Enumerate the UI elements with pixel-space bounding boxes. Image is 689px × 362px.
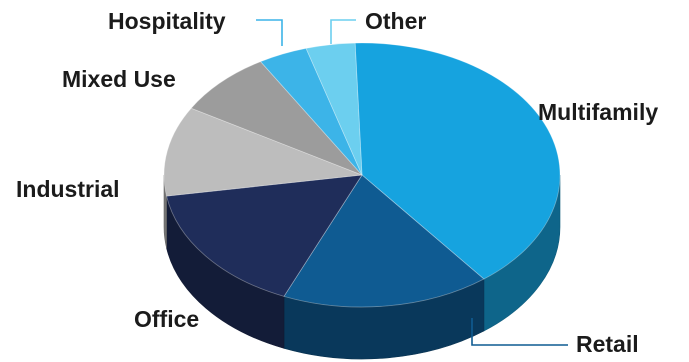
pie-slice-multifamily bbox=[354, 42, 561, 280]
slice-label-office: Office bbox=[134, 306, 199, 332]
slice-label-mixed-use: Mixed Use bbox=[62, 66, 176, 92]
pie-depth bbox=[163, 174, 561, 360]
leader-retail bbox=[471, 318, 568, 346]
label-leaders bbox=[256, 19, 568, 346]
pie-slice-office bbox=[166, 174, 363, 297]
slice-label-other: Other bbox=[365, 8, 426, 34]
pie-slice-retail bbox=[283, 174, 485, 308]
slice-label-hospitality: Hospitality bbox=[108, 8, 226, 34]
pie-slice-hospitality bbox=[259, 47, 363, 176]
slice-label-retail: Retail bbox=[576, 331, 639, 357]
slice-labels: Multifamily Retail Office Industrial Mixed U… bbox=[16, 8, 658, 357]
slice-label-multifamily: Multifamily bbox=[538, 99, 658, 125]
slice-label-industrial: Industrial bbox=[16, 176, 120, 202]
pie-slice-industrial bbox=[163, 107, 363, 197]
leader-hospitality bbox=[256, 19, 283, 46]
pie-slice-mixed-use bbox=[190, 61, 363, 176]
pie-top bbox=[163, 42, 561, 308]
pie-slice-other bbox=[305, 42, 363, 176]
leader-other bbox=[330, 19, 356, 44]
